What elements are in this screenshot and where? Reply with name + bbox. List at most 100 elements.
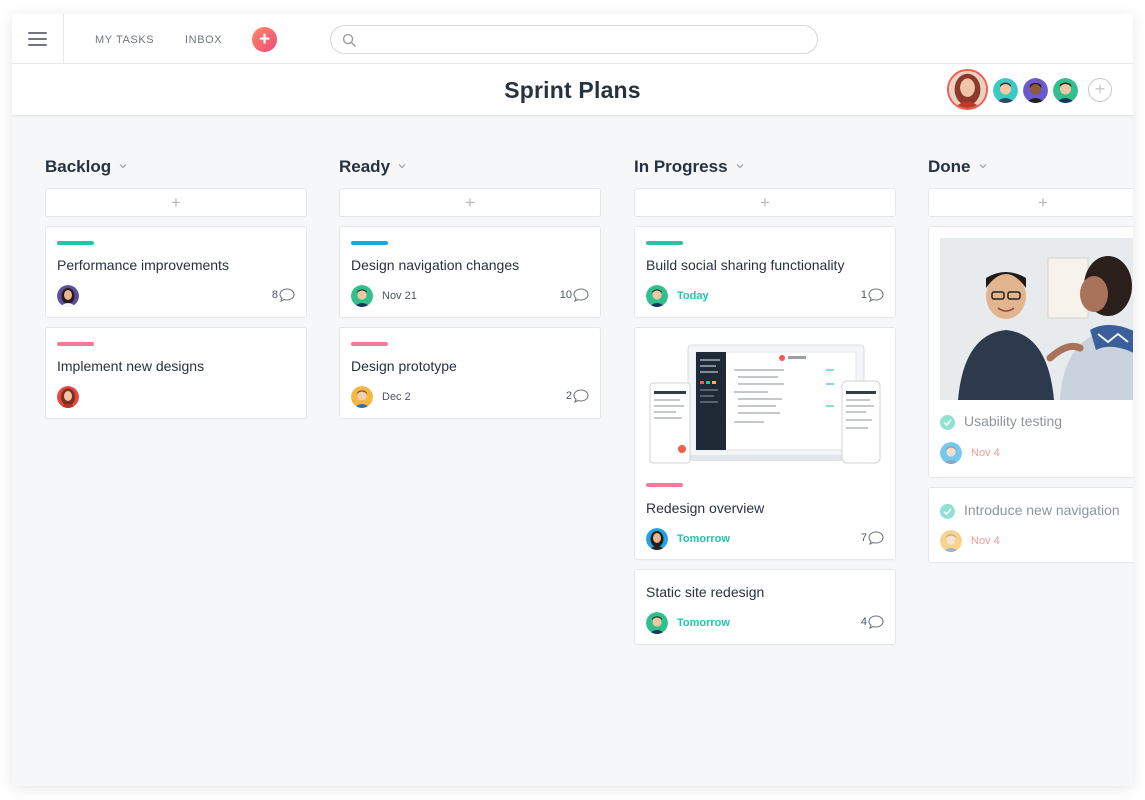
tag-bar <box>646 241 683 245</box>
comment-icon <box>868 288 884 302</box>
task-meta: Tomorrow 4 <box>646 612 884 634</box>
chevron-down-icon[interactable] <box>979 162 987 170</box>
comment-count[interactable]: 10 <box>560 288 589 302</box>
plus-icon: + <box>258 29 271 50</box>
comment-count-label: 8 <box>271 289 278 301</box>
column-title: Ready <box>339 157 391 176</box>
tag-bar <box>646 483 683 487</box>
comment-count-label: 10 <box>559 289 572 301</box>
task-card[interactable]: Usability testing Nov 4 <box>928 226 1133 478</box>
due-date[interactable]: Nov 4 <box>971 535 1000 547</box>
comment-icon <box>573 389 589 403</box>
task-card[interactable]: Static site redesign Tomorrow 4 <box>634 569 896 645</box>
comment-count-label: 2 <box>565 390 572 402</box>
add-member-button[interactable]: + <box>1088 78 1112 102</box>
comment-count[interactable]: 4 <box>861 615 884 629</box>
comment-count-label: 1 <box>860 289 867 301</box>
avatar[interactable] <box>1023 78 1048 103</box>
search-bar[interactable] <box>330 25 818 54</box>
top-bar: MY TASKS INBOX + <box>12 14 1133 64</box>
avatar[interactable] <box>646 612 668 634</box>
task-card[interactable]: Build social sharing functionality Today… <box>634 226 896 318</box>
task-title: Usability testing <box>964 413 1063 429</box>
column-header[interactable]: Ready <box>339 154 601 180</box>
add-task-button[interactable]: + <box>928 188 1133 217</box>
avatar[interactable] <box>940 442 962 464</box>
search-input[interactable] <box>363 30 803 50</box>
completed-check-icon[interactable] <box>940 415 955 430</box>
task-card[interactable]: Performance improvements 8 <box>45 226 307 318</box>
comment-icon <box>868 531 884 545</box>
task-meta: Tomorrow 7 <box>646 528 884 550</box>
completed-check-icon[interactable] <box>940 504 955 519</box>
chevron-down-icon[interactable] <box>398 162 406 170</box>
board: Backlog + Performance improvements <box>45 154 1133 774</box>
comment-count[interactable]: 2 <box>566 389 589 403</box>
column-ready: Ready + Design navigation changes <box>339 154 601 419</box>
avatar[interactable] <box>940 530 962 552</box>
column-header[interactable]: Done <box>928 154 1133 180</box>
nav-my-tasks[interactable]: MY TASKS <box>95 34 155 46</box>
comment-icon <box>868 615 884 629</box>
tag-bar <box>57 241 94 245</box>
task-meta: Nov 21 10 <box>351 285 589 307</box>
due-date[interactable]: Tomorrow <box>677 533 730 545</box>
tag-bar <box>351 241 388 245</box>
column-in-progress: In Progress + Build social sharing funct… <box>634 154 896 645</box>
chevron-down-icon[interactable] <box>119 162 127 170</box>
task-meta: 8 <box>57 285 295 307</box>
project-header: Sprint Plans <box>12 64 1133 116</box>
avatar[interactable] <box>351 285 373 307</box>
task-title: Static site redesign <box>646 584 765 600</box>
add-task-button[interactable]: + <box>634 188 896 217</box>
due-date[interactable]: Tomorrow <box>677 617 730 629</box>
task-card[interactable]: Design navigation changes Nov 21 10 <box>339 226 601 318</box>
task-meta: Dec 2 2 <box>351 386 589 408</box>
column-header[interactable]: In Progress <box>634 154 896 180</box>
comment-count[interactable]: 8 <box>272 288 295 302</box>
comment-count-label: 7 <box>860 532 867 544</box>
task-title: Performance improvements <box>57 257 229 273</box>
task-card[interactable]: Design prototype Dec 2 2 <box>339 327 601 419</box>
avatar[interactable] <box>646 528 668 550</box>
comment-icon <box>573 288 589 302</box>
task-card[interactable]: Introduce new navigation Nov 4 <box>928 487 1133 563</box>
avatar[interactable] <box>1053 78 1078 103</box>
menu-button[interactable] <box>12 14 64 64</box>
card-attachment-image <box>940 238 1133 400</box>
search-icon <box>342 33 356 47</box>
due-date[interactable]: Today <box>677 290 709 302</box>
avatar[interactable] <box>351 386 373 408</box>
quick-add-button[interactable]: + <box>252 27 277 52</box>
task-title: Design prototype <box>351 358 457 374</box>
add-task-button[interactable]: + <box>339 188 601 217</box>
column-title: Backlog <box>45 157 112 176</box>
chevron-down-icon[interactable] <box>736 162 744 170</box>
column-backlog: Backlog + Performance improvements <box>45 154 307 419</box>
task-title: Design navigation changes <box>351 257 520 273</box>
avatar[interactable] <box>947 69 988 110</box>
due-date[interactable]: Nov 21 <box>382 290 417 302</box>
card-attachment-image <box>646 339 886 468</box>
avatar[interactable] <box>57 386 79 408</box>
column-title: Done <box>928 157 971 176</box>
task-card[interactable]: Implement new designs <box>45 327 307 419</box>
task-title: Introduce new navigation <box>964 502 1120 518</box>
due-date[interactable]: Dec 2 <box>382 391 411 403</box>
due-date[interactable]: Nov 4 <box>971 447 1000 459</box>
column-header[interactable]: Backlog <box>45 154 307 180</box>
task-title: Build social sharing functionality <box>646 257 845 273</box>
avatar[interactable] <box>993 78 1018 103</box>
avatar[interactable] <box>646 285 668 307</box>
page-title: Sprint Plans <box>504 77 641 103</box>
tag-bar <box>57 342 94 346</box>
comment-count[interactable]: 7 <box>861 531 884 545</box>
task-card[interactable]: Redesign overview Tomorrow 7 <box>634 327 896 560</box>
avatar[interactable] <box>57 285 79 307</box>
column-title: In Progress <box>634 157 728 176</box>
comment-count[interactable]: 1 <box>861 288 884 302</box>
add-task-button[interactable]: + <box>45 188 307 217</box>
task-meta: Nov 4 <box>940 530 1133 552</box>
nav-inbox[interactable]: INBOX <box>185 34 223 46</box>
comment-count-label: 4 <box>860 616 867 628</box>
